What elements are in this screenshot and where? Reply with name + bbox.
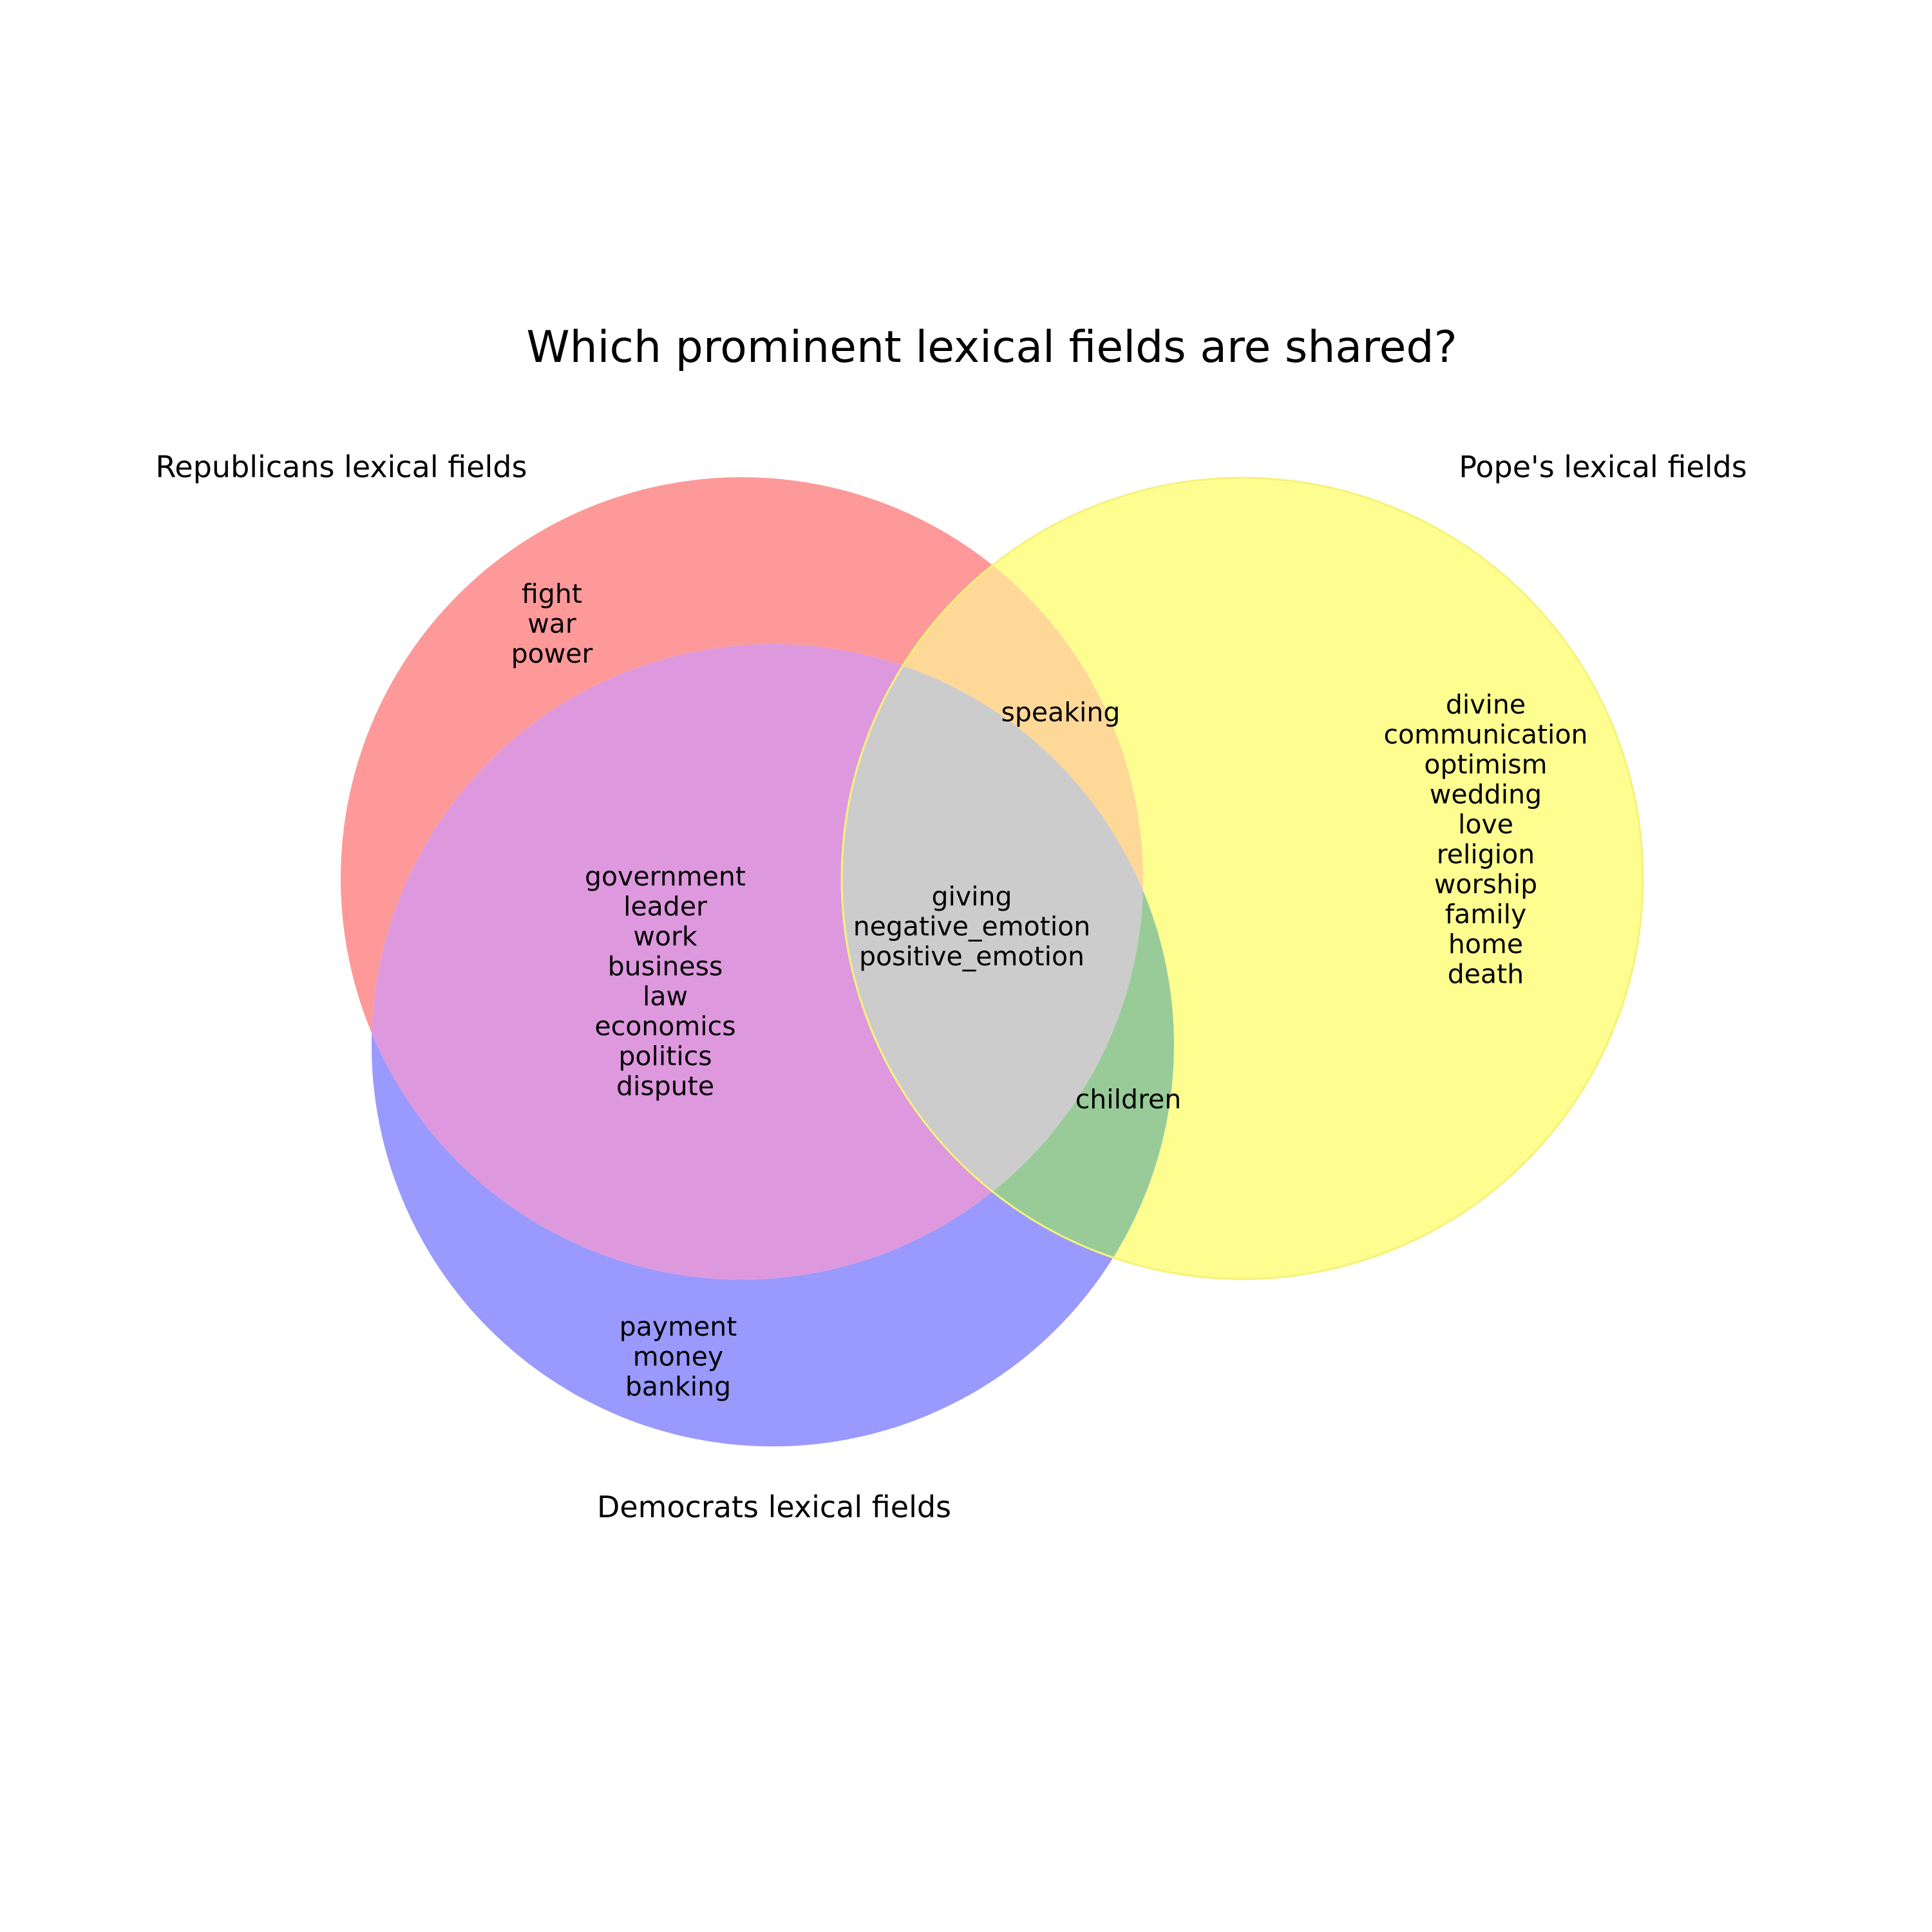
region-word-all-three: positive_emotion [859, 941, 1084, 972]
region-word-pope-only: religion [1437, 839, 1535, 870]
region-word-republicans-pope: speaking [1001, 697, 1121, 728]
region-word-pope-only: love [1458, 809, 1513, 840]
region-word-pope-democrats: children [1075, 1084, 1182, 1115]
region-word-republicans-democrats: business [608, 951, 723, 982]
region-word-republicans-only: war [527, 609, 576, 639]
region-word-pope-only: worship [1434, 869, 1537, 900]
region-word-pope-only: death [1448, 959, 1524, 990]
set-label-democrats: Democrats lexical fields [597, 1490, 951, 1524]
region-word-republicans-democrats: economics [594, 1011, 735, 1042]
region-word-democrats-only: money [633, 1341, 724, 1372]
region-word-republicans-democrats: leader [623, 891, 707, 922]
set-label-republicans: Republicans lexical fields [156, 450, 527, 484]
region-word-republicans-democrats: work [633, 921, 697, 952]
diagram-title: Which prominent lexical fields are share… [526, 322, 1457, 373]
region-word-pope-only: optimism [1424, 749, 1547, 780]
region-word-republicans-democrats: law [643, 981, 688, 1012]
region-word-pope-only: wedding [1430, 779, 1542, 810]
region-word-pope-only: home [1448, 929, 1523, 960]
region-word-pope-only: communication [1383, 719, 1587, 750]
region-word-republicans-democrats: dispute [616, 1071, 714, 1102]
region-word-democrats-only: banking [625, 1371, 731, 1402]
region-word-republicans-only: power [511, 638, 593, 669]
region-word-pope-only: family [1445, 899, 1527, 930]
region-word-all-three: giving [931, 881, 1012, 912]
region-word-republicans-democrats: government [585, 861, 746, 892]
region-word-democrats-only: payment [620, 1311, 737, 1342]
region-word-pope-only: divine [1446, 689, 1526, 720]
region-word-all-three: negative_emotion [853, 911, 1091, 942]
region-word-republicans-democrats: politics [618, 1041, 712, 1072]
region-word-republicans-only: fight [522, 578, 582, 609]
set-label-pope: Pope's lexical fields [1459, 450, 1747, 484]
